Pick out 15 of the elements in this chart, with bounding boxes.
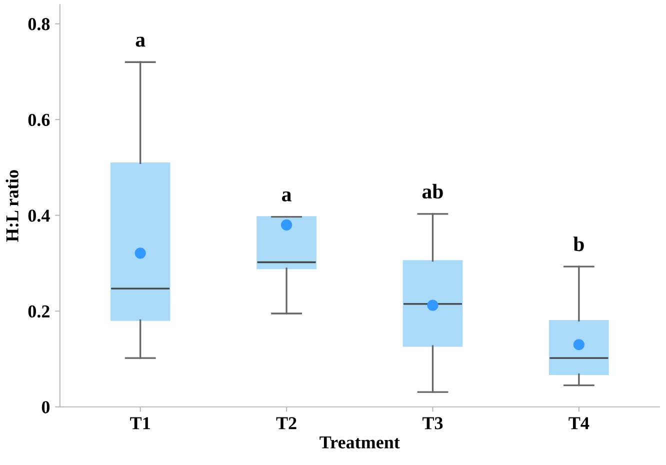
y-axis-title: H:L ratio [6,170,19,242]
y-tick-label: 0 [42,401,50,414]
y-tick-label: 0.8 [28,18,50,30]
y-tick-label: 0.4 [28,210,50,222]
y-tick-label: 0.2 [28,305,50,318]
annotation: a [282,191,292,202]
x-axis-title: Treatment [320,436,400,448]
y-tick-label: 0.6 [28,114,50,126]
x-tick-label: T4 [568,417,590,430]
x-tick-label: T1 [130,417,150,430]
x-tick-label: T2 [276,417,296,430]
annotation: a [136,36,146,47]
annotation: ab [422,184,443,199]
annotation: b [573,236,584,252]
x-tick-label: T3 [422,417,443,430]
